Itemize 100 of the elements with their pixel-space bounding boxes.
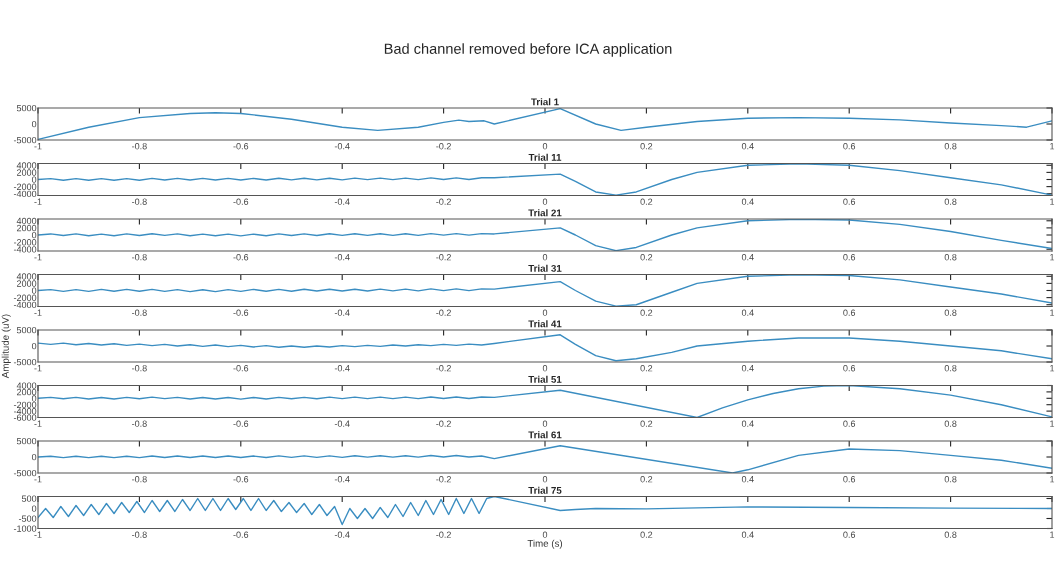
x-tick-label: -1 bbox=[34, 198, 42, 205]
x-tick-label: -0.4 bbox=[334, 420, 350, 427]
chart-title: Trial 41 bbox=[528, 320, 562, 328]
chart-title: Trial 1 bbox=[531, 98, 559, 106]
y-tick-label: 4000 bbox=[16, 217, 37, 225]
x-tick-label: -0.4 bbox=[334, 198, 350, 205]
y-tick-label: -2000 bbox=[13, 183, 37, 190]
chart-title: Trial 61 bbox=[528, 431, 562, 439]
x-tick-label: 0.6 bbox=[843, 309, 856, 316]
x-axis-title: Time (s) bbox=[527, 539, 563, 549]
x-tick-label: 0.6 bbox=[843, 198, 856, 205]
line-series bbox=[38, 163, 1052, 196]
x-tick-label: -0.2 bbox=[436, 365, 451, 372]
x-tick-label: -0.4 bbox=[334, 365, 350, 372]
x-tick-label: -0.8 bbox=[132, 476, 147, 483]
x-tick-label: -0.6 bbox=[233, 198, 249, 205]
x-tick-label: 0.2 bbox=[640, 420, 653, 427]
x-tick-label: 1 bbox=[1050, 531, 1055, 538]
x-tick-label: -0.6 bbox=[233, 143, 249, 150]
chart-title: Trial 75 bbox=[528, 486, 562, 494]
y-tick-label: -5000 bbox=[13, 469, 37, 477]
y-tick-label: 2000 bbox=[16, 388, 37, 396]
x-tick-label: 0.2 bbox=[640, 143, 653, 150]
x-tick-label: 0.8 bbox=[944, 420, 957, 427]
x-tick-label: -0.2 bbox=[436, 198, 451, 205]
y-tick-label: -2000 bbox=[13, 239, 37, 246]
x-tick-label: 1 bbox=[1050, 198, 1055, 205]
x-tick-label: -0.4 bbox=[334, 254, 350, 261]
x-tick-label: -0.4 bbox=[334, 476, 350, 483]
x-tick-label: 0 bbox=[542, 254, 548, 261]
y-tick-label: 0 bbox=[31, 231, 37, 239]
x-tick-label: 0.8 bbox=[944, 254, 957, 261]
x-tick-label: 1 bbox=[1050, 476, 1055, 483]
y-tick-label: 4000 bbox=[16, 273, 37, 280]
y-tick-label: 0 bbox=[31, 176, 37, 183]
x-tick-label: -0.8 bbox=[132, 365, 147, 372]
line-series bbox=[38, 274, 1052, 307]
x-tick-label: 1 bbox=[1050, 143, 1055, 150]
chart-title: Trial 31 bbox=[528, 264, 562, 272]
x-tick-label: -0.2 bbox=[436, 309, 451, 316]
x-tick-label: 1 bbox=[1050, 309, 1055, 316]
x-tick-label: -0.6 bbox=[233, 476, 249, 483]
x-tick-label: 0.4 bbox=[741, 476, 754, 483]
x-tick-label: 0 bbox=[542, 143, 548, 150]
x-tick-label: -0.8 bbox=[132, 531, 147, 538]
x-tick-label: 0.2 bbox=[640, 309, 653, 316]
x-tick-label: -0.8 bbox=[132, 254, 147, 261]
x-tick-label: -0.2 bbox=[436, 420, 451, 427]
x-tick-label: 0.4 bbox=[741, 309, 754, 316]
x-tick-label: 0.2 bbox=[640, 198, 653, 205]
x-tick-label: 0.2 bbox=[640, 476, 653, 483]
x-tick-label: 0 bbox=[542, 531, 548, 538]
x-tick-label: -0.6 bbox=[233, 254, 249, 261]
x-tick-label: 0.4 bbox=[741, 198, 754, 205]
x-tick-label: 1 bbox=[1050, 254, 1055, 261]
x-tick-label: -0.6 bbox=[233, 420, 249, 427]
x-tick-label: 0.8 bbox=[944, 531, 957, 538]
y-tick-label: 2000 bbox=[16, 224, 37, 232]
y-tick-label: 0 bbox=[31, 342, 37, 350]
x-tick-label: -0.4 bbox=[334, 309, 350, 316]
y-tick-label: -2000 bbox=[13, 294, 37, 301]
x-tick-label: -0.2 bbox=[436, 143, 451, 150]
x-tick-label: 0 bbox=[542, 198, 548, 205]
y-tick-label: 2000 bbox=[16, 169, 37, 176]
y-tick-label: -500 bbox=[18, 515, 37, 522]
x-tick-label: 1 bbox=[1050, 365, 1055, 372]
line-series bbox=[38, 385, 1052, 418]
y-tick-label: 5000 bbox=[16, 104, 37, 112]
line-series bbox=[38, 108, 1052, 140]
x-tick-label: -0.8 bbox=[132, 143, 147, 150]
x-tick-label: 0.8 bbox=[944, 365, 957, 372]
chart-title: Trial 21 bbox=[528, 209, 562, 217]
x-tick-label: 0.6 bbox=[843, 365, 856, 372]
y-axis-title: Amplitude (uV) bbox=[1, 314, 11, 379]
x-tick-label: 0.6 bbox=[843, 476, 856, 483]
y-tick-label: 0 bbox=[31, 453, 37, 461]
text: Bad channel removed before ICA application bbox=[384, 43, 672, 57]
x-tick-label: 0.4 bbox=[741, 143, 754, 150]
y-tick-label: 4000 bbox=[16, 162, 37, 169]
x-tick-label: 0.2 bbox=[640, 531, 653, 538]
x-tick-label: 0.4 bbox=[741, 420, 754, 427]
y-tick-label: 0 bbox=[31, 287, 37, 294]
y-tick-label: -4000 bbox=[13, 408, 37, 415]
y-tick-label: -6000 bbox=[13, 414, 37, 421]
y-tick-label: -5000 bbox=[13, 136, 37, 144]
x-tick-label: 0 bbox=[542, 420, 548, 427]
y-tick-label: -4000 bbox=[13, 190, 37, 198]
y-tick-label: 0 bbox=[31, 395, 37, 402]
x-tick-label: -1 bbox=[34, 254, 42, 261]
x-tick-label: -1 bbox=[34, 365, 42, 372]
x-tick-label: 1 bbox=[1050, 420, 1055, 427]
y-tick-label: 4000 bbox=[16, 382, 37, 389]
x-tick-label: 0.8 bbox=[944, 476, 957, 483]
x-tick-label: -0.8 bbox=[132, 198, 147, 205]
x-tick-label: 0.8 bbox=[944, 309, 957, 316]
x-tick-label: -0.8 bbox=[132, 309, 147, 316]
y-tick-label: 500 bbox=[21, 495, 37, 502]
x-tick-label: -0.2 bbox=[436, 531, 451, 538]
x-tick-label: -0.6 bbox=[233, 531, 249, 538]
y-tick-label: -4000 bbox=[13, 301, 37, 309]
